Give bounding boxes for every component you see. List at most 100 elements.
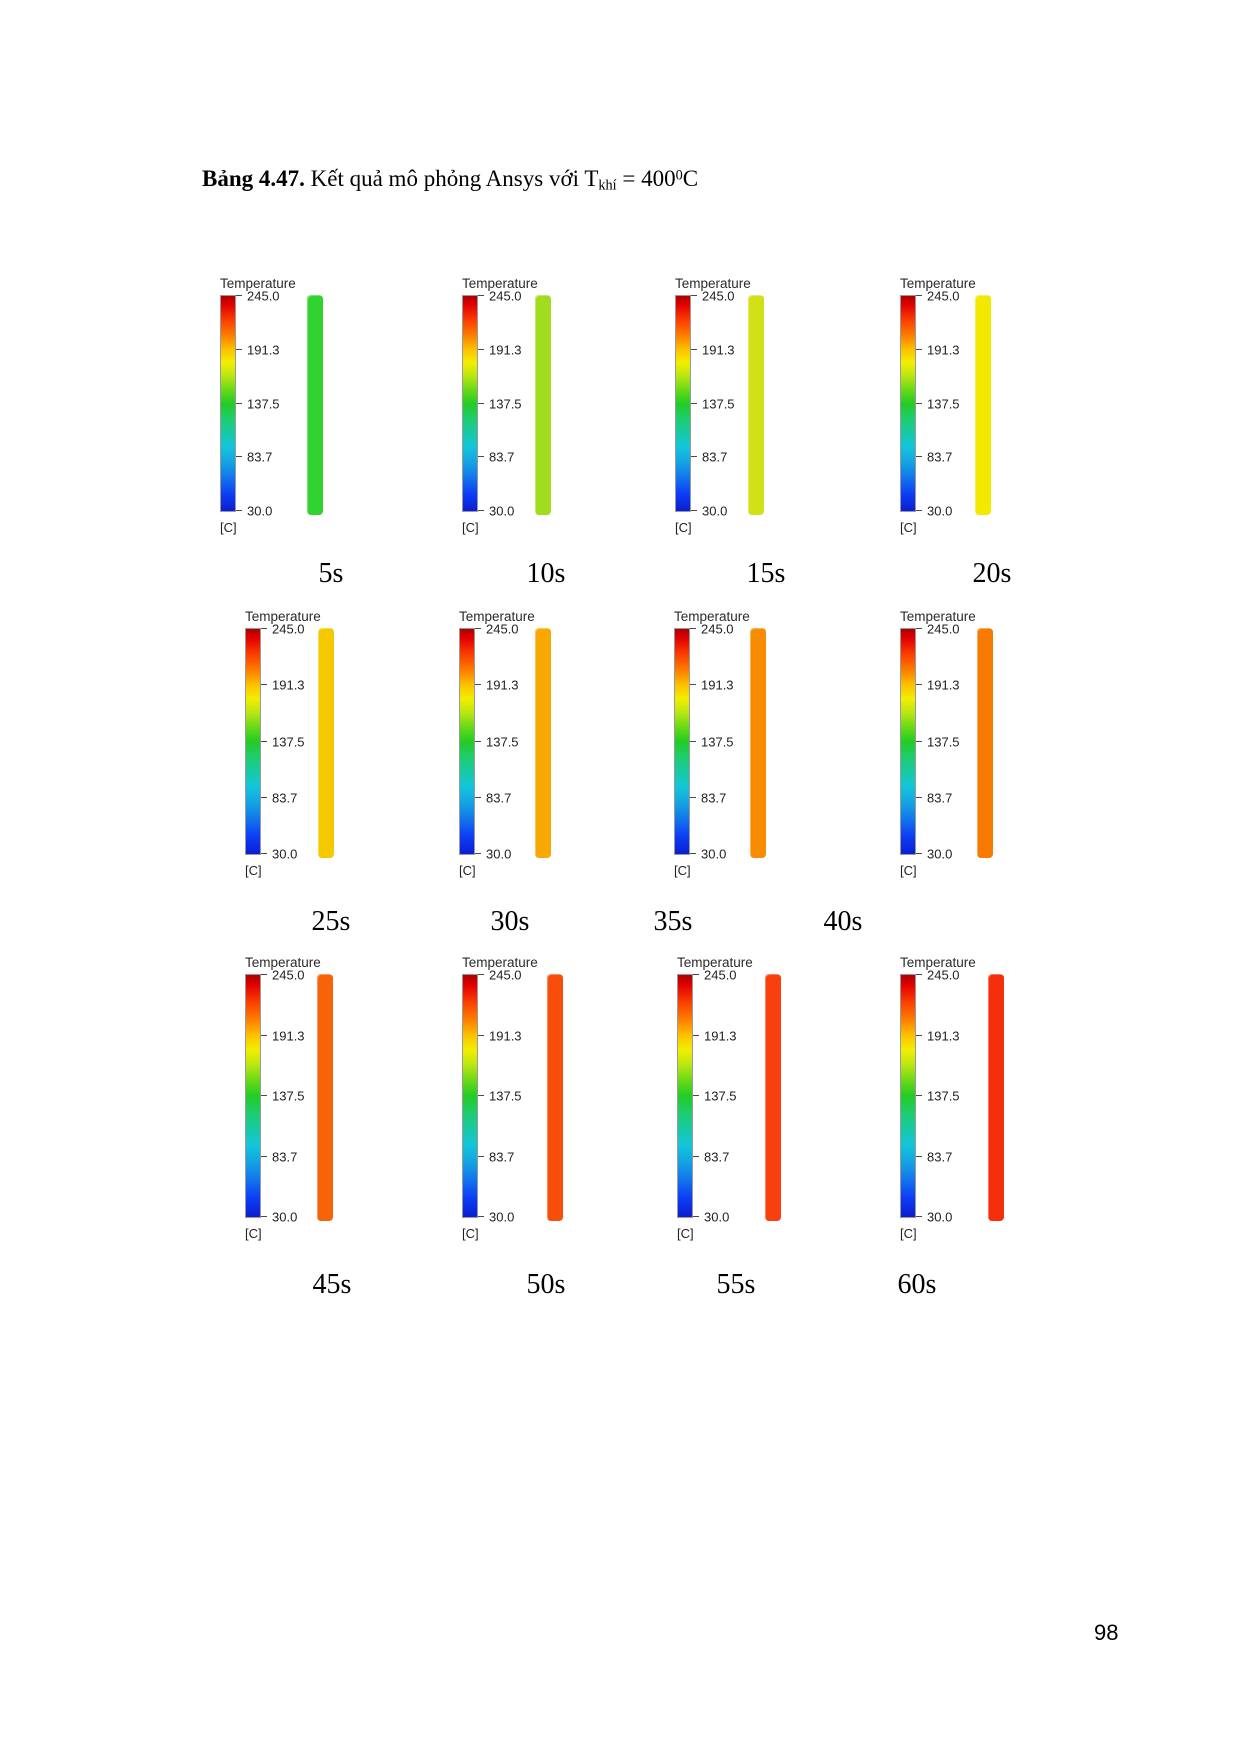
tick-mark — [690, 853, 696, 854]
sample-temperature-bar — [307, 295, 323, 515]
time-label: 10s — [526, 558, 566, 589]
time-label: 60s — [897, 1269, 937, 1300]
tick-mark — [261, 628, 267, 629]
tick-label: 83.7 — [486, 790, 512, 806]
tick-label: 83.7 — [489, 1149, 515, 1164]
temperature-colorbar: 245.0 191.3 137.5 83.7 30.0 — [245, 968, 305, 1225]
tick-label: 30.0 — [701, 846, 727, 862]
tick-mark — [916, 1155, 922, 1157]
tick-mark — [916, 684, 922, 686]
time-label: 40s — [823, 906, 863, 937]
tick-label: 191.3 — [272, 1028, 305, 1043]
tick-mark — [261, 1216, 267, 1217]
tick-mark — [478, 1216, 484, 1217]
legend-unit: [C] — [900, 520, 917, 535]
tick-label: 83.7 — [927, 1149, 953, 1164]
tick-label: 30.0 — [704, 1209, 730, 1225]
tick-mark — [261, 974, 267, 975]
legend-unit: [C] — [459, 863, 476, 878]
tick-label: 30.0 — [272, 1209, 298, 1225]
tick-mark — [916, 1034, 922, 1036]
sample-temperature-bar — [318, 628, 334, 858]
tick-mark — [690, 684, 696, 686]
time-label: 30s — [490, 906, 530, 937]
tick-label: 137.5 — [486, 734, 519, 749]
legend-unit: [C] — [900, 1226, 917, 1241]
tick-mark — [261, 853, 267, 854]
tick-mark — [916, 1216, 922, 1217]
temperature-colorbar: 245.0 191.3 137.5 83.7 30.0 — [900, 622, 960, 862]
legend-unit: [C] — [900, 863, 917, 878]
tick-label: 191.3 — [704, 1028, 737, 1043]
legend-unit: [C] — [245, 863, 262, 878]
sample-temperature-bar — [547, 974, 563, 1221]
sample-temperature-bar — [975, 295, 991, 515]
tick-label: 245.0 — [247, 288, 280, 304]
tick-label: 245.0 — [486, 621, 519, 637]
tick-label: 83.7 — [272, 1149, 298, 1164]
tick-mark — [690, 796, 696, 798]
tick-mark — [690, 740, 696, 742]
legend-title: Temperature — [900, 955, 976, 970]
tick-label: 137.5 — [927, 1088, 960, 1104]
tick-mark — [236, 295, 242, 296]
caption-equals: = 400 — [616, 166, 676, 191]
tick-label: 191.3 — [489, 342, 522, 358]
tick-mark — [916, 295, 922, 296]
tick-mark — [478, 1155, 484, 1157]
tick-label: 191.3 — [489, 1028, 522, 1043]
tick-mark — [261, 1155, 267, 1157]
tick-mark — [691, 402, 697, 404]
tick-label: 137.5 — [927, 734, 960, 749]
tick-label: 83.7 — [701, 790, 727, 806]
tick-mark — [475, 796, 481, 798]
caption-text: Kết quả mô phỏng Ansys với T — [304, 166, 599, 191]
tick-mark — [693, 1155, 699, 1157]
tick-mark — [691, 348, 697, 350]
legend-unit: [C] — [245, 1226, 262, 1241]
tick-mark — [691, 510, 697, 511]
sample-temperature-bar — [535, 628, 551, 858]
sample-temperature-bar — [750, 628, 766, 858]
temperature-colorbar: 245.0 191.3 137.5 83.7 30.0 — [677, 968, 737, 1225]
tick-mark — [478, 510, 484, 511]
tick-mark — [478, 1034, 484, 1036]
tick-label: 83.7 — [247, 449, 273, 465]
tick-mark — [691, 295, 697, 296]
tick-mark — [916, 853, 922, 854]
tick-label: 245.0 — [702, 288, 735, 304]
tick-label: 30.0 — [489, 1209, 515, 1225]
time-label: 5s — [318, 558, 344, 589]
legend-unit: [C] — [220, 520, 237, 535]
tick-label: 83.7 — [272, 790, 298, 806]
tick-label: 245.0 — [272, 621, 305, 637]
tick-mark — [478, 456, 484, 458]
tick-mark — [916, 628, 922, 629]
tick-label: 191.3 — [927, 1028, 960, 1043]
caption-superscript: 0 — [675, 167, 683, 184]
tick-label: 30.0 — [927, 1209, 953, 1225]
sample-temperature-bar — [317, 974, 333, 1221]
tick-mark — [475, 853, 481, 854]
legend-title: Temperature — [462, 955, 538, 970]
tick-mark — [475, 628, 481, 629]
time-label: 45s — [312, 1269, 352, 1300]
temperature-colorbar: 245.0 191.3 137.5 83.7 30.0 — [674, 622, 734, 862]
tick-mark — [261, 1095, 267, 1096]
legend-title: Temperature — [900, 609, 976, 624]
page-number: 98 — [1094, 1620, 1119, 1645]
time-label: 25s — [311, 906, 351, 937]
tick-mark — [916, 348, 922, 350]
tick-mark — [691, 456, 697, 458]
tick-label: 245.0 — [489, 288, 522, 304]
caption-number: Bảng 4.47. — [202, 166, 305, 191]
legend-title: Temperature — [459, 609, 535, 624]
tick-label: 245.0 — [272, 967, 305, 983]
tick-label: 83.7 — [702, 449, 728, 465]
sample-temperature-bar — [535, 295, 551, 515]
tick-mark — [693, 1095, 699, 1096]
tick-mark — [236, 348, 242, 350]
tick-mark — [916, 402, 922, 404]
tick-mark — [261, 1034, 267, 1036]
